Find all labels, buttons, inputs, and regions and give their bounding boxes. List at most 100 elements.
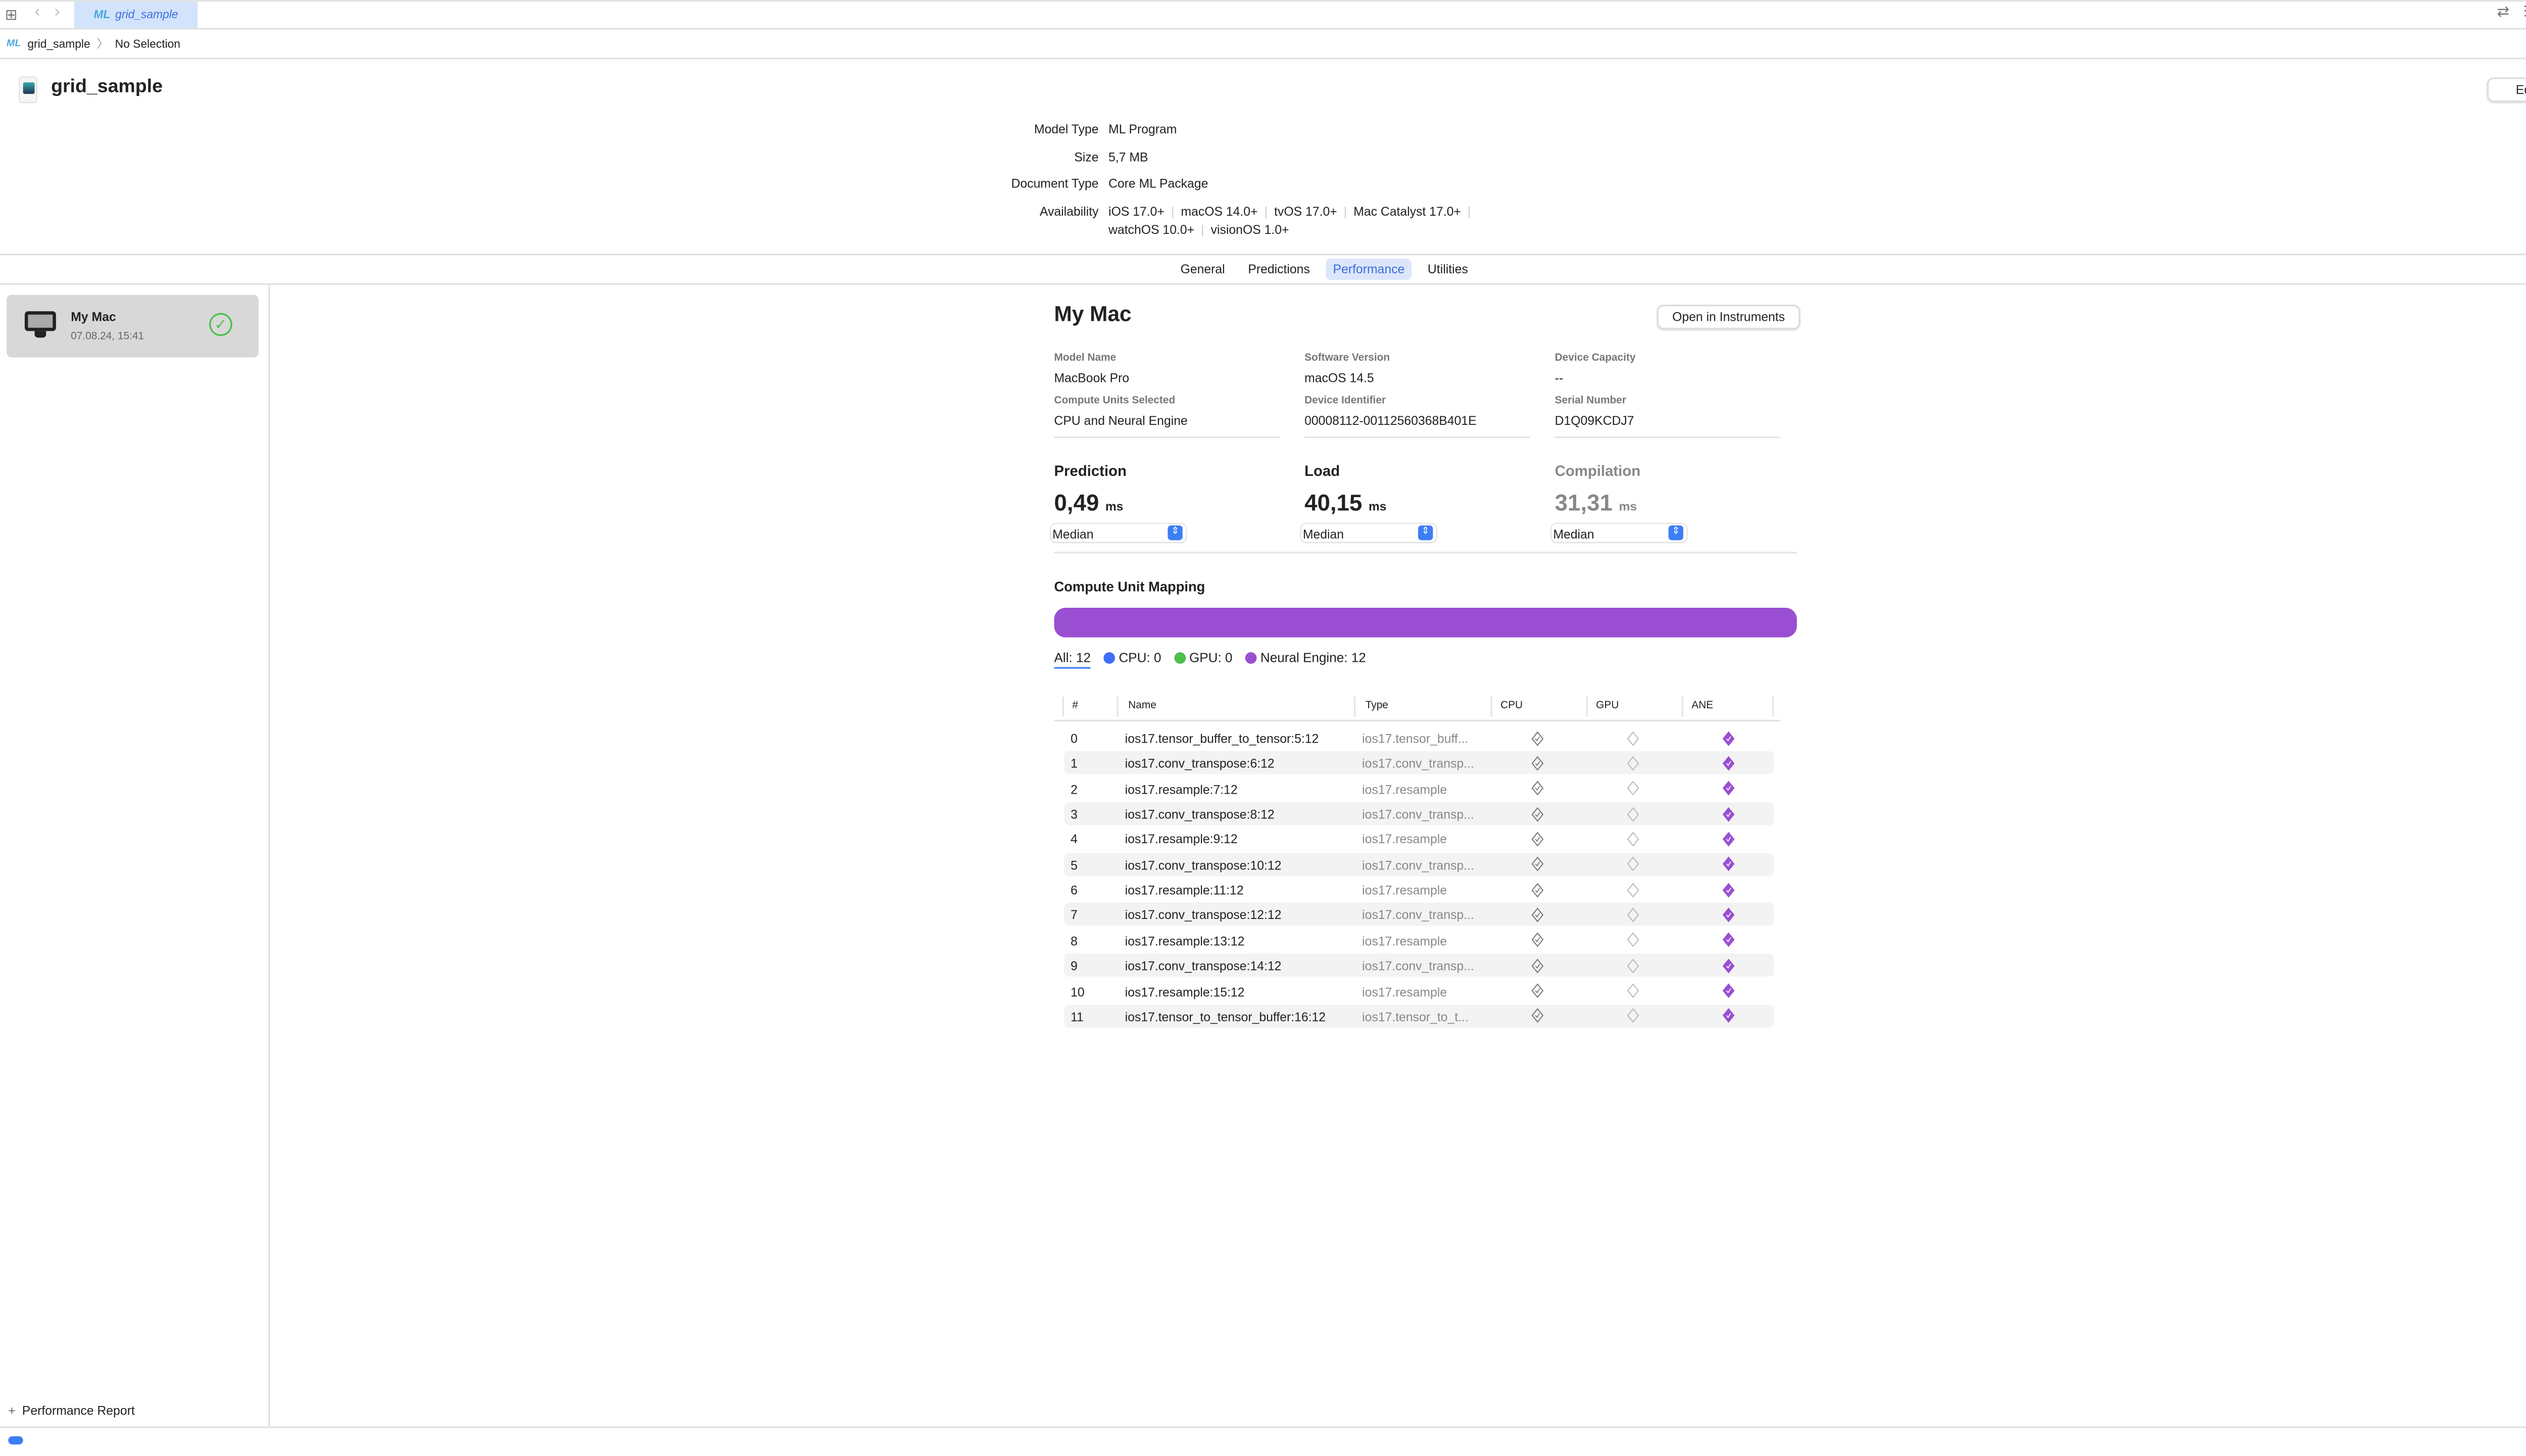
prediction-value: 0,49 ms [1054,489,1124,515]
swap-arrows-icon[interactable]: ⇄ [2497,3,2510,20]
info-label: Compute Units Selected [1054,395,1176,407]
table-row[interactable]: 10 ios17.resample:15:12 ios17.resample [1064,979,1774,1002]
table-row[interactable]: 7 ios17.conv_transpose:12:12 ios17.conv_… [1064,903,1774,927]
filter-all[interactable]: All: 12 [1054,651,1091,669]
platform: iOS 17.0+ [1108,204,1164,219]
software-version-value: macOS 14.5 [1304,370,1374,385]
info-label: Model Name [1054,352,1116,364]
compilation-stat-select[interactable]: Median ⇕ [1551,523,1687,542]
status-indicator-icon[interactable] [8,1436,23,1445]
tab-general[interactable]: General [1180,262,1225,277]
column-header-name[interactable]: Name [1128,700,1156,712]
column-header-type[interactable]: Type [1365,700,1388,712]
tab-predictions[interactable]: Predictions [1248,262,1310,277]
forward-icon[interactable]: › [54,3,60,22]
grid-icon[interactable]: ⊞ [5,7,18,23]
compute-units-value: CPU and Neural Engine [1054,413,1188,428]
load-heading: Load [1304,463,1340,479]
select-value: Median [1052,526,1094,541]
table-row[interactable]: 1 ios17.conv_transpose:6:12 ios17.conv_t… [1064,751,1774,775]
cpu-supported-icon [1530,1008,1545,1024]
filter-gpu[interactable]: GPU: 0 [1174,650,1233,669]
lines-icon[interactable]: ☰ [2523,4,2526,22]
select-value: Median [1553,526,1594,541]
tab-performance[interactable]: Performance [1326,258,1412,280]
row-type: ios17.resample [1362,832,1447,848]
row-index: 3 [1071,807,1078,822]
column-header-index[interactable]: # [1072,700,1079,712]
row-type: ios17.conv_transp... [1362,807,1474,822]
metric-unit: ms [1105,499,1124,514]
row-name: ios17.tensor_buffer_to_tensor:5:12 [1125,731,1319,746]
table-row[interactable]: 11 ios17.tensor_to_tensor_buffer:16:12 i… [1064,1004,1774,1028]
device-title: My Mac [1054,301,1132,326]
tab-bar: General Predictions Performance Utilitie… [0,258,2526,280]
row-name: ios17.conv_transpose:8:12 [1125,807,1275,822]
row-index: 4 [1071,832,1078,848]
gpu-dot-icon [1174,651,1186,663]
cpu-supported-icon [1530,907,1545,923]
breadcrumb-item[interactable]: grid_sample [27,38,90,51]
table-row[interactable]: 5 ios17.conv_transpose:10:12 ios17.conv_… [1064,852,1774,876]
column-header-ane[interactable]: ANE [1691,700,1714,712]
edit-button[interactable]: Edit [2487,77,2526,103]
gpu-unsupported-icon [1626,756,1640,771]
model-title: grid_sample [51,77,163,98]
gpu-unsupported-icon [1626,933,1640,948]
tab-utilities[interactable]: Utilities [1427,262,1468,277]
table-row[interactable]: 2 ios17.resample:7:12 ios17.resample [1064,777,1774,800]
prediction-stat-select[interactable]: Median ⇕ [1051,523,1186,542]
meta-label: Size [1074,150,1099,165]
plus-icon: + [8,1403,16,1419]
platform: macOS 14.0+ [1181,204,1258,219]
editor-tab[interactable]: ML grid_sample [74,2,198,28]
table-row[interactable]: 0 ios17.tensor_buffer_to_tensor:5:12 ios… [1064,726,1774,750]
metric-number: 0,49 [1054,489,1099,516]
add-report-label: Performance Report [22,1403,135,1419]
neural-engine-segment [1054,608,1797,638]
load-stat-select[interactable]: Median ⇕ [1301,523,1436,542]
filter-label: GPU: 0 [1189,650,1233,666]
row-name: ios17.tensor_to_tensor_buffer:16:12 [1125,1009,1326,1025]
table-row[interactable]: 8 ios17.resample:13:12 ios17.resample [1064,929,1774,952]
table-row[interactable]: 4 ios17.resample:9:12 ios17.resample [1064,828,1774,851]
column-separator[interactable] [1772,697,1774,717]
prediction-heading: Prediction [1054,463,1127,479]
back-icon[interactable]: ‹ [34,3,40,22]
sidebar-item-my-mac[interactable]: My Mac 07.08.24, 15:41 ✓ [7,295,259,358]
divider [0,28,2526,30]
table-row[interactable]: 9 ios17.conv_transpose:14:12 ios17.conv_… [1064,954,1774,977]
column-separator[interactable] [1490,697,1492,717]
row-index: 6 [1071,883,1078,898]
ane-selected-icon [1721,882,1736,897]
column-separator[interactable] [1116,697,1119,717]
breadcrumb-item[interactable]: No Selection [115,38,181,51]
table-row[interactable]: 6 ios17.resample:11:12 ios17.resample [1064,878,1774,901]
filter-neural-engine[interactable]: Neural Engine: 12 [1245,651,1366,669]
table-row[interactable]: 3 ios17.conv_transpose:8:12 ios17.conv_t… [1064,802,1774,826]
row-index: 10 [1071,984,1085,999]
info-label: Device Identifier [1304,395,1386,407]
row-name: ios17.conv_transpose:12:12 [1125,908,1282,924]
cpu-supported-icon [1530,933,1545,948]
chevron-right-icon: 〉 [96,39,109,52]
column-header-gpu[interactable]: GPU [1596,700,1619,712]
open-in-instruments-button[interactable]: Open in Instruments [1657,305,1801,330]
filter-cpu[interactable]: CPU: 0 [1104,651,1161,669]
row-type: ios17.conv_transp... [1362,958,1474,974]
unit-filter: All: 12 CPU: 0 GPU: 0 Neural Engine: 12 [1054,651,1366,669]
column-header-cpu[interactable]: CPU [1500,700,1523,712]
row-name: ios17.resample:15:12 [1125,984,1245,999]
mapping-title: Compute Unit Mapping [1054,578,1205,595]
column-separator[interactable] [1062,697,1064,717]
column-separator[interactable] [1681,697,1683,717]
divider [1054,719,1781,721]
row-type: ios17.tensor_buff... [1362,731,1469,746]
sidebar-divider [268,283,270,1427]
cpu-supported-icon [1530,958,1545,973]
column-separator[interactable] [1353,697,1356,717]
divider [1054,436,1280,439]
info-label: Device Capacity [1555,352,1636,364]
column-separator[interactable] [1586,697,1588,717]
add-performance-report-button[interactable]: + Performance Report [8,1403,134,1418]
